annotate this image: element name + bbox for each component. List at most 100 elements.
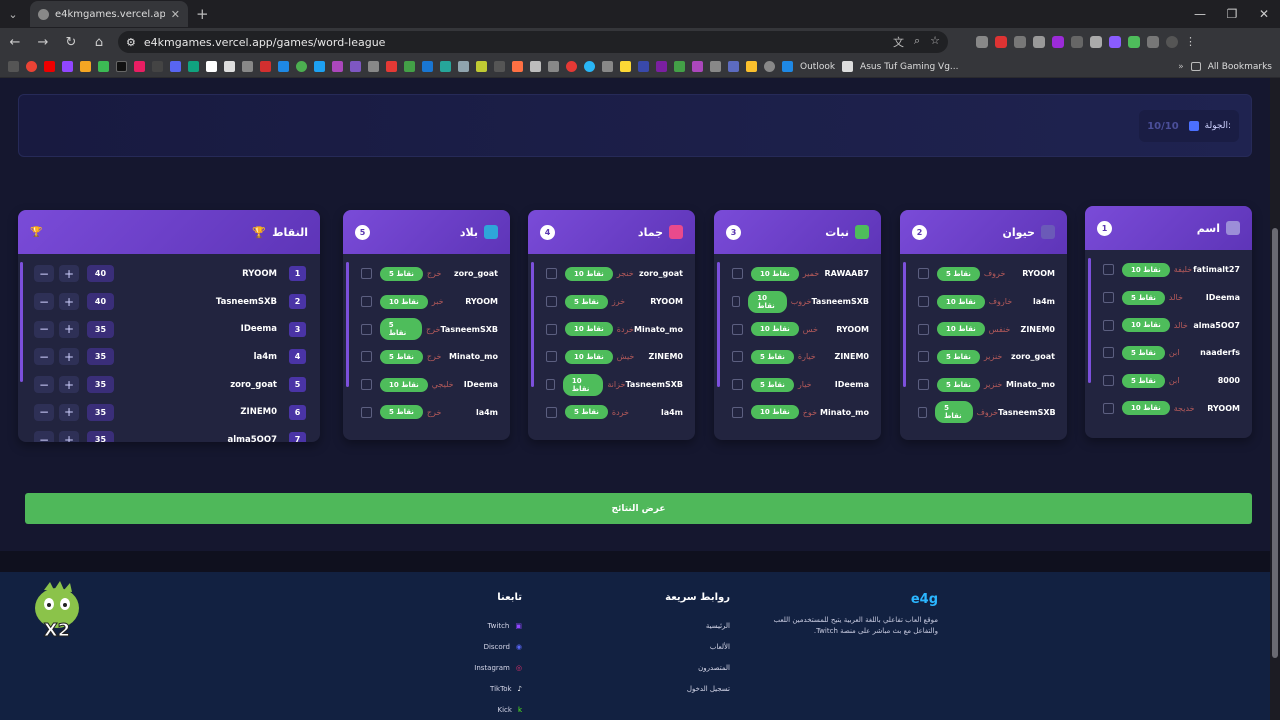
minus-button[interactable]: − xyxy=(34,431,54,442)
points-pill[interactable]: 5 نقاط xyxy=(1122,373,1165,388)
bookmark-asus[interactable]: Asus Tuf Gaming Vg... xyxy=(860,61,959,72)
minus-button[interactable]: − xyxy=(34,265,54,283)
bookmark-icon[interactable] xyxy=(224,61,235,72)
trash-icon[interactable] xyxy=(1103,319,1114,331)
asus-icon[interactable] xyxy=(842,61,854,72)
trash-icon[interactable] xyxy=(546,406,557,418)
bookmark-icon[interactable] xyxy=(494,61,505,72)
points-pill[interactable]: 10 نقاط xyxy=(751,405,799,420)
forward-icon[interactable]: → xyxy=(37,34,49,50)
bookmark-icon[interactable] xyxy=(260,61,271,72)
bookmark-outlook[interactable]: Outlook xyxy=(800,61,836,72)
browser-menu-icon[interactable]: ⋮ xyxy=(1185,35,1196,48)
points-pill[interactable]: 5 نقاط xyxy=(937,349,980,364)
points-pill[interactable]: 10 نقاط xyxy=(565,322,613,337)
minus-button[interactable]: − xyxy=(34,376,54,394)
trash-icon[interactable] xyxy=(918,323,929,335)
bookmark-icon[interactable] xyxy=(116,61,127,72)
bookmark-icon[interactable] xyxy=(764,61,775,72)
plus-button[interactable]: + xyxy=(59,320,79,338)
page-scrollbar[interactable] xyxy=(1270,78,1280,720)
points-pill[interactable]: 10 نقاط xyxy=(751,322,799,337)
footer-link-leaders[interactable]: المتصدرون xyxy=(698,663,730,672)
bookmark-icon[interactable] xyxy=(530,61,541,72)
extensions-puzzle-icon[interactable] xyxy=(1147,36,1159,48)
points-pill[interactable]: 10 نقاط xyxy=(751,266,799,281)
trash-icon[interactable] xyxy=(361,268,372,280)
points-pill[interactable]: 10 نقاط xyxy=(380,377,428,392)
trash-icon[interactable] xyxy=(1103,292,1114,304)
trash-icon[interactable] xyxy=(918,379,929,391)
bookmark-icon[interactable] xyxy=(44,61,55,72)
bookmark-icon[interactable] xyxy=(134,61,145,72)
bookmark-icon[interactable] xyxy=(710,61,721,72)
trash-icon[interactable] xyxy=(546,296,557,308)
points-pill[interactable]: 5 نقاط xyxy=(565,405,608,420)
extension-icon[interactable] xyxy=(1128,36,1140,48)
extension-icon[interactable] xyxy=(976,36,988,48)
new-tab-icon[interactable]: + xyxy=(196,5,209,23)
points-pill[interactable]: 10 نقاط xyxy=(1122,318,1170,333)
trash-icon[interactable] xyxy=(361,296,372,308)
bookmark-star-icon[interactable]: ☆ xyxy=(930,34,940,47)
points-pill[interactable]: 10 نقاط xyxy=(565,349,613,364)
points-pill[interactable]: 5 نقاط xyxy=(751,349,794,364)
home-icon[interactable]: ⌂ xyxy=(94,34,104,50)
points-pill[interactable]: 5 نقاط xyxy=(935,401,973,424)
bookmark-icon[interactable] xyxy=(152,61,163,72)
close-tab-icon[interactable]: ✕ xyxy=(170,7,180,21)
points-pill[interactable]: 5 نقاط xyxy=(565,294,608,309)
footer-link-login[interactable]: تسجيل الدخول xyxy=(686,684,730,693)
bookmark-icon[interactable] xyxy=(314,61,325,72)
bookmark-icon[interactable] xyxy=(566,61,577,72)
trash-icon[interactable] xyxy=(546,351,557,363)
bookmark-icon[interactable] xyxy=(296,61,307,72)
points-pill[interactable]: 10 نقاط xyxy=(937,322,985,337)
extension-icon[interactable] xyxy=(1109,36,1121,48)
bookmark-icon[interactable] xyxy=(584,61,595,72)
trash-icon[interactable] xyxy=(361,379,372,391)
social-tiktok[interactable]: ♪ TikTok xyxy=(450,678,522,699)
bookmark-icon[interactable] xyxy=(422,61,433,72)
bookmark-icon[interactable] xyxy=(188,61,199,72)
points-pill[interactable]: 5 نقاط xyxy=(380,349,423,364)
trash-icon[interactable] xyxy=(732,379,743,391)
address-bar[interactable]: ⚙ e4kmgames.vercel.app/games/word-league… xyxy=(118,31,948,53)
trash-icon[interactable] xyxy=(361,406,372,418)
points-pill[interactable]: 5 نقاط xyxy=(937,266,980,281)
bookmark-icon[interactable] xyxy=(458,61,469,72)
social-discord[interactable]: ◉ Discord xyxy=(450,636,522,657)
bookmark-icon[interactable] xyxy=(332,61,343,72)
bookmark-icon[interactable] xyxy=(170,61,181,72)
points-pill[interactable]: 10 نقاط xyxy=(1122,262,1170,277)
points-pill[interactable]: 5 نقاط xyxy=(751,377,794,392)
trash-icon[interactable] xyxy=(361,351,372,363)
tab-search-icon[interactable]: ⌄ xyxy=(8,7,18,21)
restore-icon[interactable]: ❐ xyxy=(1226,7,1238,21)
trash-icon[interactable] xyxy=(546,323,557,335)
minus-button[interactable]: − xyxy=(34,293,54,311)
extension-icon[interactable] xyxy=(1090,36,1102,48)
zoom-icon[interactable]: ⌕ xyxy=(913,34,921,47)
bookmark-icon[interactable] xyxy=(386,61,397,72)
points-pill[interactable]: 5 نقاط xyxy=(937,377,980,392)
bookmark-icon[interactable] xyxy=(404,61,415,72)
reload-icon[interactable]: ↻ xyxy=(65,34,77,50)
trash-icon[interactable] xyxy=(546,268,557,280)
bookmark-icon[interactable] xyxy=(368,61,379,72)
outlook-icon[interactable] xyxy=(782,61,793,72)
trash-icon[interactable] xyxy=(918,351,929,363)
bookmark-icon[interactable] xyxy=(620,61,631,72)
bookmark-icon[interactable] xyxy=(548,61,559,72)
points-pill[interactable]: 10 نقاط xyxy=(565,266,613,281)
bookmark-icon[interactable] xyxy=(656,61,667,72)
bookmark-icon[interactable] xyxy=(692,61,703,72)
bookmark-icon[interactable] xyxy=(638,61,649,72)
plus-button[interactable]: + xyxy=(59,376,79,394)
points-pill[interactable]: 5 نقاط xyxy=(1122,345,1165,360)
bookmark-icon[interactable] xyxy=(728,61,739,72)
trash-icon[interactable] xyxy=(546,379,555,391)
bookmark-icon[interactable] xyxy=(440,61,451,72)
points-pill[interactable]: 10 نقاط xyxy=(1122,401,1170,416)
bookmark-icon[interactable] xyxy=(206,61,217,72)
